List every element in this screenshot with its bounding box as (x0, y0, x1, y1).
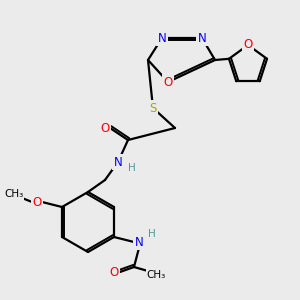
Text: N: N (158, 32, 166, 44)
Text: N: N (135, 236, 143, 248)
Text: CH₃: CH₃ (146, 270, 166, 280)
Text: O: O (164, 76, 172, 88)
Text: H: H (148, 229, 156, 239)
Text: N: N (198, 32, 206, 44)
Text: CH₃: CH₃ (4, 189, 24, 199)
Text: S: S (149, 101, 157, 115)
Text: N: N (114, 155, 122, 169)
Text: O: O (32, 196, 42, 208)
Text: O: O (110, 266, 118, 278)
Text: H: H (128, 163, 136, 173)
Text: O: O (100, 122, 109, 134)
Text: O: O (243, 38, 253, 52)
